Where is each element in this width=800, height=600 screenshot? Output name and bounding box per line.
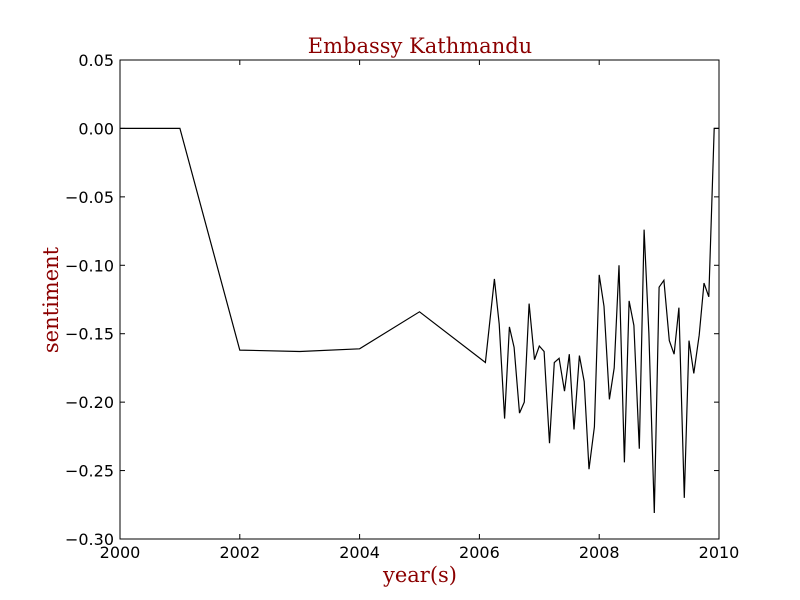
y-tick-label: −0.15	[65, 325, 114, 344]
y-axis-ticks: 0.05 0.00 −0.05 −0.10 −0.15 −0.20 −0.25 −0.30	[65, 51, 719, 549]
plot-frame	[119, 59, 720, 540]
x-tick-label: 2004	[339, 543, 380, 562]
x-axis-ticks: 2000 2002 2004 2006 2008 2010	[100, 60, 740, 562]
y-tick-label: −0.10	[65, 256, 114, 275]
series-line-0	[120, 127, 719, 514]
x-tick-label: 2002	[219, 543, 260, 562]
series-layer	[120, 127, 719, 514]
x-tick-label: 2006	[459, 543, 500, 562]
plot-area	[119, 59, 720, 540]
y-tick-label: −0.05	[65, 188, 114, 207]
y-tick-label: −0.25	[65, 462, 114, 481]
y-tick-label: −0.30	[65, 530, 114, 549]
chart-title: Embassy Kathmandu	[308, 34, 532, 58]
y-axis-title: sentiment	[39, 246, 63, 353]
x-axis-title: year(s)	[382, 563, 457, 587]
x-tick-label: 2000	[100, 543, 141, 562]
y-tick-label: 0.00	[78, 119, 114, 138]
x-tick-label: 2008	[579, 543, 620, 562]
y-tick-label: 0.05	[78, 51, 114, 70]
y-tick-label: −0.20	[65, 393, 114, 412]
x-tick-label: 2010	[699, 543, 740, 562]
